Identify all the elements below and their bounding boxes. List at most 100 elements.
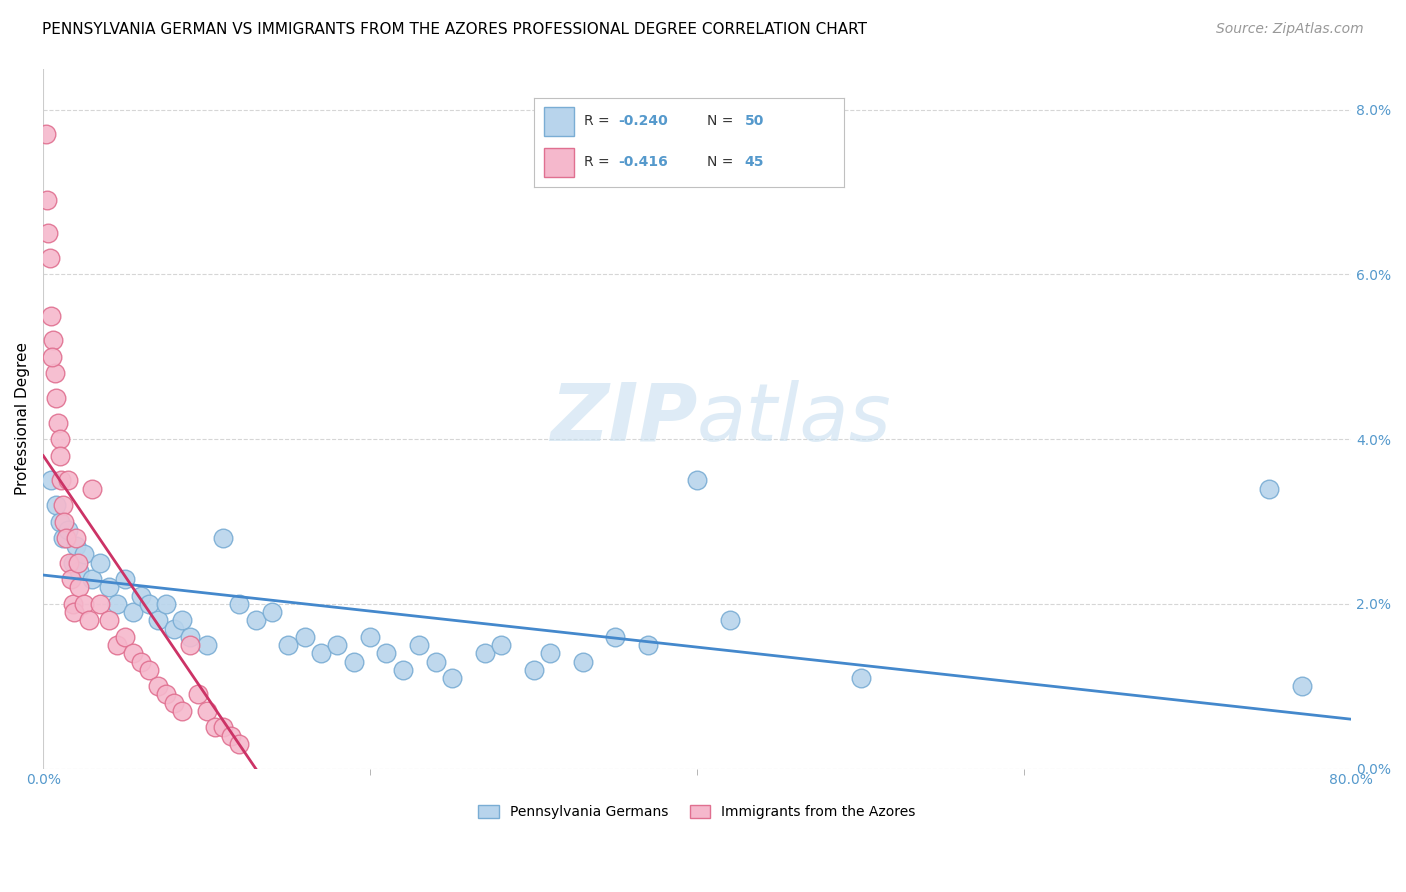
- Point: [163, 622, 186, 636]
- Point: [45, 391, 67, 405]
- Point: [163, 696, 186, 710]
- Point: [53, 515, 76, 529]
- Point: [309, 646, 332, 660]
- Point: [440, 671, 463, 685]
- Point: [637, 638, 659, 652]
- Point: [129, 655, 152, 669]
- Point: [52, 498, 75, 512]
- Point: [105, 638, 128, 652]
- Point: [41, 473, 63, 487]
- Point: [686, 473, 709, 487]
- Point: [82, 572, 104, 586]
- Point: [114, 630, 136, 644]
- Point: [172, 613, 194, 627]
- Point: [48, 432, 70, 446]
- Point: [718, 613, 741, 627]
- Point: [571, 655, 593, 669]
- Point: [44, 366, 66, 380]
- Point: [155, 688, 177, 702]
- Text: atlas: atlas: [697, 380, 891, 458]
- Point: [42, 334, 65, 348]
- Point: [187, 688, 209, 702]
- Legend: Pennsylvania Germans, Immigrants from the Azores: Pennsylvania Germans, Immigrants from th…: [472, 799, 921, 825]
- Point: [138, 597, 160, 611]
- Point: [48, 515, 70, 529]
- Text: -0.416: -0.416: [617, 155, 668, 169]
- Point: [849, 671, 872, 685]
- Point: [65, 539, 87, 553]
- Point: [1258, 482, 1281, 496]
- Bar: [544, 148, 575, 177]
- Text: ZIP: ZIP: [550, 380, 697, 458]
- Point: [262, 605, 284, 619]
- Point: [37, 226, 59, 240]
- Point: [82, 482, 104, 496]
- Point: [326, 638, 349, 652]
- Point: [375, 646, 398, 660]
- Text: PENNSYLVANIA GERMAN VS IMMIGRANTS FROM THE AZORES PROFESSIONAL DEGREE CORRELATIO: PENNSYLVANIA GERMAN VS IMMIGRANTS FROM T…: [42, 22, 868, 37]
- Point: [277, 638, 299, 652]
- Point: [41, 350, 63, 364]
- Point: [228, 737, 250, 751]
- Point: [195, 704, 218, 718]
- Text: R =: R =: [583, 155, 614, 169]
- Point: [122, 646, 145, 660]
- Point: [212, 531, 235, 545]
- Point: [408, 638, 430, 652]
- Point: [425, 655, 447, 669]
- Point: [67, 564, 90, 578]
- Point: [172, 704, 194, 718]
- Point: [294, 630, 316, 644]
- Point: [97, 613, 120, 627]
- Y-axis label: Professional Degree: Professional Degree: [15, 342, 30, 495]
- Point: [59, 572, 82, 586]
- Point: [89, 556, 111, 570]
- Point: [359, 630, 381, 644]
- Point: [89, 597, 111, 611]
- Bar: [544, 107, 575, 136]
- Point: [37, 194, 59, 208]
- Point: [146, 679, 169, 693]
- Point: [605, 630, 627, 644]
- Point: [56, 473, 79, 487]
- Point: [228, 597, 250, 611]
- Text: R =: R =: [583, 114, 614, 128]
- Point: [155, 597, 177, 611]
- Point: [63, 605, 86, 619]
- Point: [38, 251, 60, 265]
- Point: [392, 663, 415, 677]
- Point: [65, 531, 87, 545]
- Text: 50: 50: [745, 114, 763, 128]
- Point: [195, 638, 218, 652]
- Point: [179, 638, 201, 652]
- Point: [523, 663, 546, 677]
- Point: [66, 556, 89, 570]
- Point: [538, 646, 561, 660]
- Point: [46, 416, 69, 430]
- Point: [97, 581, 120, 595]
- Point: [245, 613, 267, 627]
- Point: [138, 663, 160, 677]
- Text: -0.240: -0.240: [617, 114, 668, 128]
- Point: [35, 128, 58, 142]
- Point: [49, 449, 72, 463]
- Text: 45: 45: [745, 155, 763, 169]
- Point: [58, 556, 80, 570]
- Point: [212, 721, 235, 735]
- Point: [146, 613, 169, 627]
- Point: [55, 531, 77, 545]
- Point: [343, 655, 366, 669]
- Point: [52, 531, 75, 545]
- Text: N =: N =: [707, 114, 738, 128]
- Point: [77, 613, 100, 627]
- Point: [73, 548, 96, 562]
- Point: [179, 630, 201, 644]
- Text: Source: ZipAtlas.com: Source: ZipAtlas.com: [1216, 22, 1364, 37]
- Point: [204, 721, 226, 735]
- Point: [474, 646, 496, 660]
- Point: [45, 498, 67, 512]
- Point: [73, 597, 96, 611]
- Point: [219, 729, 242, 743]
- Point: [56, 523, 79, 537]
- Point: [114, 572, 136, 586]
